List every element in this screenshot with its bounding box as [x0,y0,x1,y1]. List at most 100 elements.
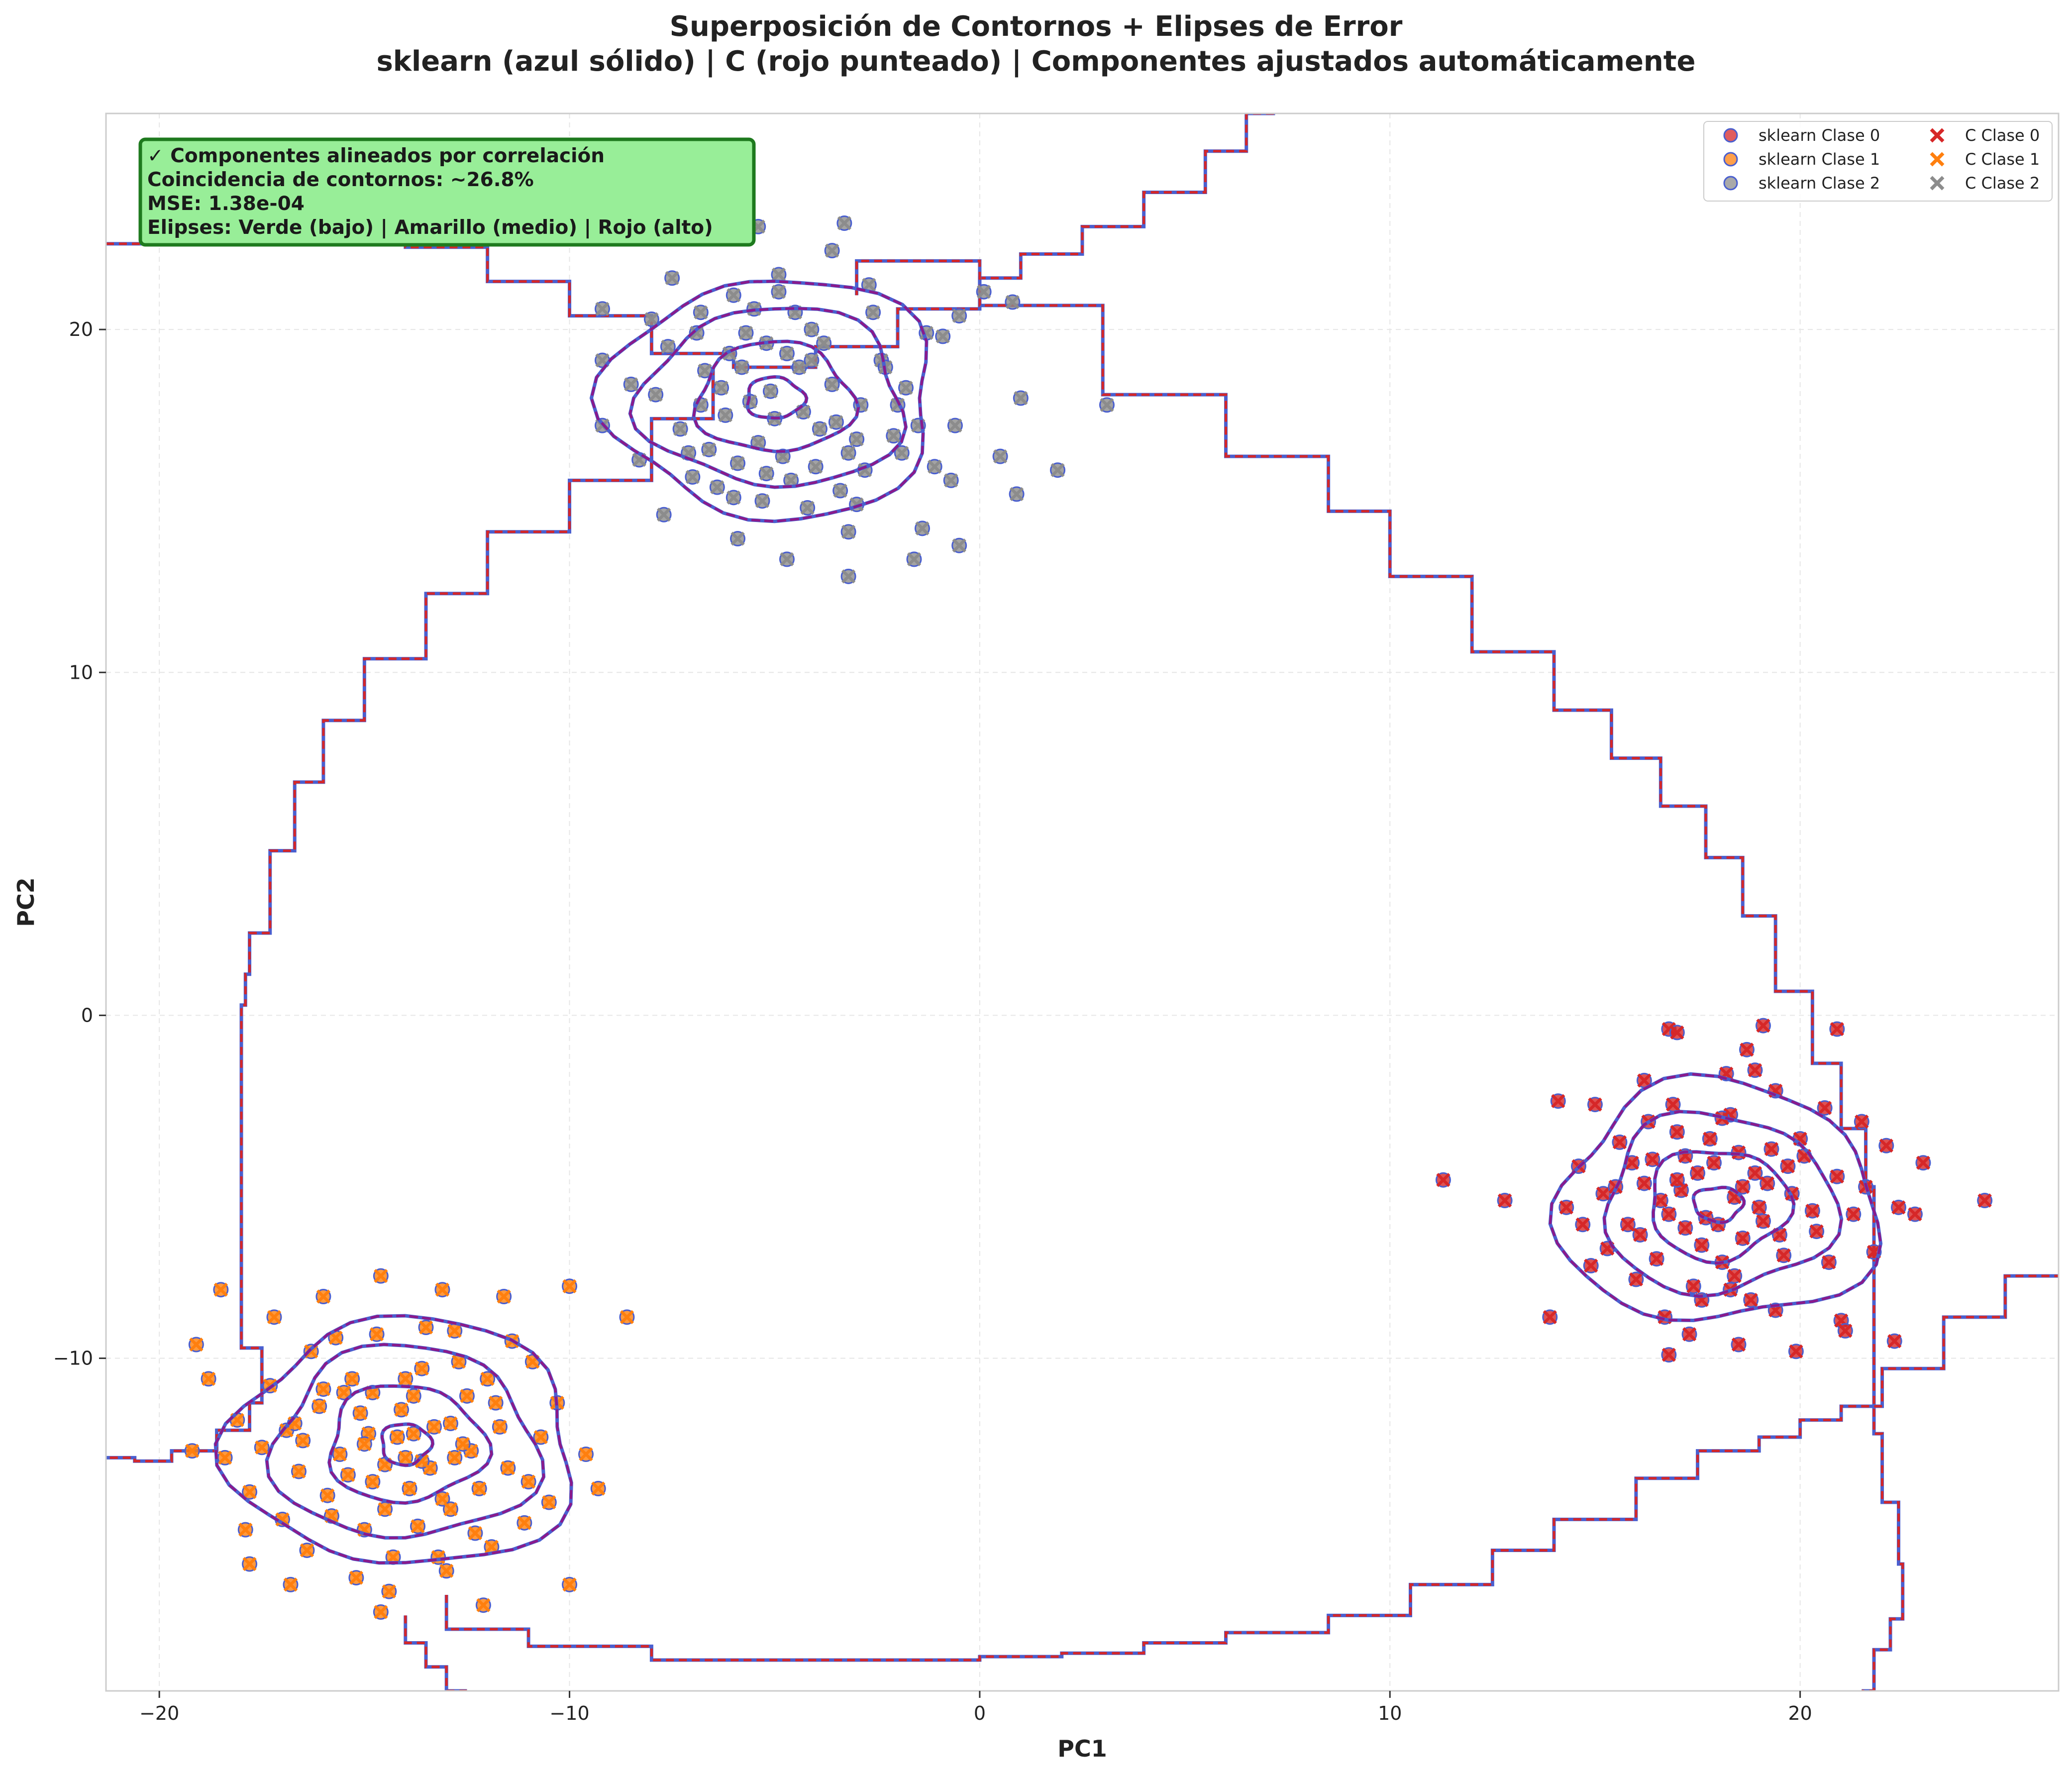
point-c-clase-0-49 [1760,1176,1774,1191]
point-c-clase-2-38 [726,288,741,303]
annotation-line-2: Coincidencia de contornos: ~26.8% [147,169,534,191]
point-c-clase-0-84 [1822,1255,1836,1269]
point-c-clase-1-11 [345,1371,359,1386]
point-c-clase-2-18 [886,428,901,443]
point-c-clase-2-31 [809,459,823,474]
point-c-clase-0-78 [1645,1152,1659,1166]
point-c-clase-2-25 [866,305,880,319]
point-c-clase-1-51 [591,1481,606,1496]
point-c-clase-0-24 [1744,1293,1758,1307]
legend-label-sklearn-clase-0: sklearn Clase 0 [1759,126,1880,145]
point-c-clase-2-62 [595,302,610,316]
point-c-clase-2-72 [624,377,638,392]
point-c-clase-2-11 [730,456,745,471]
axes: −20 −10 0 10 20 −10 0 10 20 [53,318,1812,1724]
legend-label-c-clase-0: C Clase 0 [1965,126,2040,145]
point-c-clase-1-44 [185,1444,200,1458]
contour-c-clase-1-0 [381,1423,434,1467]
point-c-clase-1-82 [296,1433,310,1448]
boundary-c-3 [445,1274,2059,1662]
point-c-clase-0-38 [1588,1097,1602,1112]
point-c-clase-1-1 [353,1406,368,1420]
plot-frame [105,112,2060,1692]
point-c-clase-2-68 [825,243,839,258]
point-c-clase-2-24 [648,387,663,402]
point-c-clase-0-7 [1637,1176,1652,1191]
legend-marker-c-clase-2 [1930,176,1945,191]
point-c-clase-0-13 [1707,1155,1721,1170]
point-c-clase-0-21 [1665,1097,1680,1112]
point-c-clase-1-60 [620,1310,634,1324]
point-c-clase-0-59 [1830,1022,1844,1037]
point-c-clase-1-56 [435,1282,450,1297]
point-c-clase-2-14 [784,473,798,488]
density-contours [213,279,1883,1565]
point-c-clase-2-45 [730,531,745,546]
point-c-clase-2-46 [657,508,671,522]
point-c-clase-2-84 [726,490,741,505]
point-c-clase-1-83 [493,1420,507,1434]
point-c-clase-0-10 [1809,1224,1824,1239]
contour-c-clase-2-3 [590,280,928,523]
point-c-clase-0-64 [1661,1348,1676,1362]
point-c-clase-1-24 [439,1564,454,1578]
point-c-clase-0-62 [1497,1193,1512,1208]
contour-c-clase-2-2 [628,307,908,489]
point-c-clase-0-3 [1661,1207,1676,1222]
point-c-clase-1-28 [533,1430,548,1445]
legend-label-sklearn-clase-1: sklearn Clase 1 [1759,150,1880,169]
legend-marker-sklearn-clase-1 [1723,152,1738,167]
point-c-clase-0-56 [1855,1114,1869,1129]
point-c-clase-0-40 [1682,1327,1697,1342]
point-c-clase-1-58 [316,1289,331,1304]
point-c-clase-2-34 [702,442,716,457]
point-c-clase-1-80 [398,1371,413,1386]
point-c-clase-1-57 [374,1269,388,1283]
point-c-clase-2-47 [841,569,856,584]
contour-c-clase-0-2 [1603,1110,1843,1298]
point-c-clase-1-77 [542,1495,556,1510]
point-c-clase-1-29 [242,1485,257,1499]
point-c-clase-2-39 [685,470,700,484]
point-c-clase-2-29 [817,336,831,350]
point-c-clase-0-54 [1891,1200,1906,1215]
legend-marker-c-clase-0 [1930,128,1945,143]
point-c-clase-1-43 [217,1451,232,1465]
point-c-clase-0-67 [1838,1324,1853,1338]
point-c-clase-0-50 [1703,1132,1717,1146]
point-c-clase-2-59 [952,309,966,323]
contour-c-clase-0-0 [1692,1186,1746,1224]
point-c-clase-2-42 [644,312,659,326]
point-c-clase-1-55 [497,1289,511,1304]
point-c-clase-0-68 [1908,1207,1922,1222]
point-c-clase-2-44 [800,501,815,515]
point-c-clase-0-44 [1559,1200,1573,1215]
point-c-clase-2-43 [841,524,856,539]
annotation-line-3: MSE: 1.38e-04 [147,193,305,215]
point-c-clase-1-67 [255,1440,269,1455]
point-c-clase-0-46 [1690,1166,1705,1180]
point-c-clase-1-59 [213,1282,228,1297]
contour-c-clase-0-3 [1549,1072,1882,1322]
point-c-clase-2-3 [780,346,794,361]
point-c-clase-2-22 [899,381,913,395]
point-c-clase-1-81 [460,1389,474,1403]
point-c-clase-1-14 [292,1464,306,1479]
point-c-clase-2-81 [738,325,753,340]
point-c-clase-2-75 [804,353,819,368]
point-c-clase-2-85 [849,432,864,446]
annotation-background [138,137,756,247]
point-c-clase-1-35 [402,1481,417,1496]
point-c-clase-0-11 [1621,1217,1635,1232]
point-c-clase-2-13 [689,325,704,340]
point-c-clase-0-82 [1670,1173,1684,1187]
point-c-clase-1-48 [374,1605,388,1619]
point-c-clase-2-60 [948,418,962,433]
point-c-clase-2-78 [714,381,728,395]
point-c-clase-2-4 [825,377,839,392]
contour-c-clase-2-1 [692,340,860,453]
point-c-clase-0-9 [1670,1125,1684,1139]
x-tick-label-0: −20 [139,1702,179,1724]
point-c-clase-2-2 [734,360,749,375]
point-c-clase-2-49 [907,552,922,566]
